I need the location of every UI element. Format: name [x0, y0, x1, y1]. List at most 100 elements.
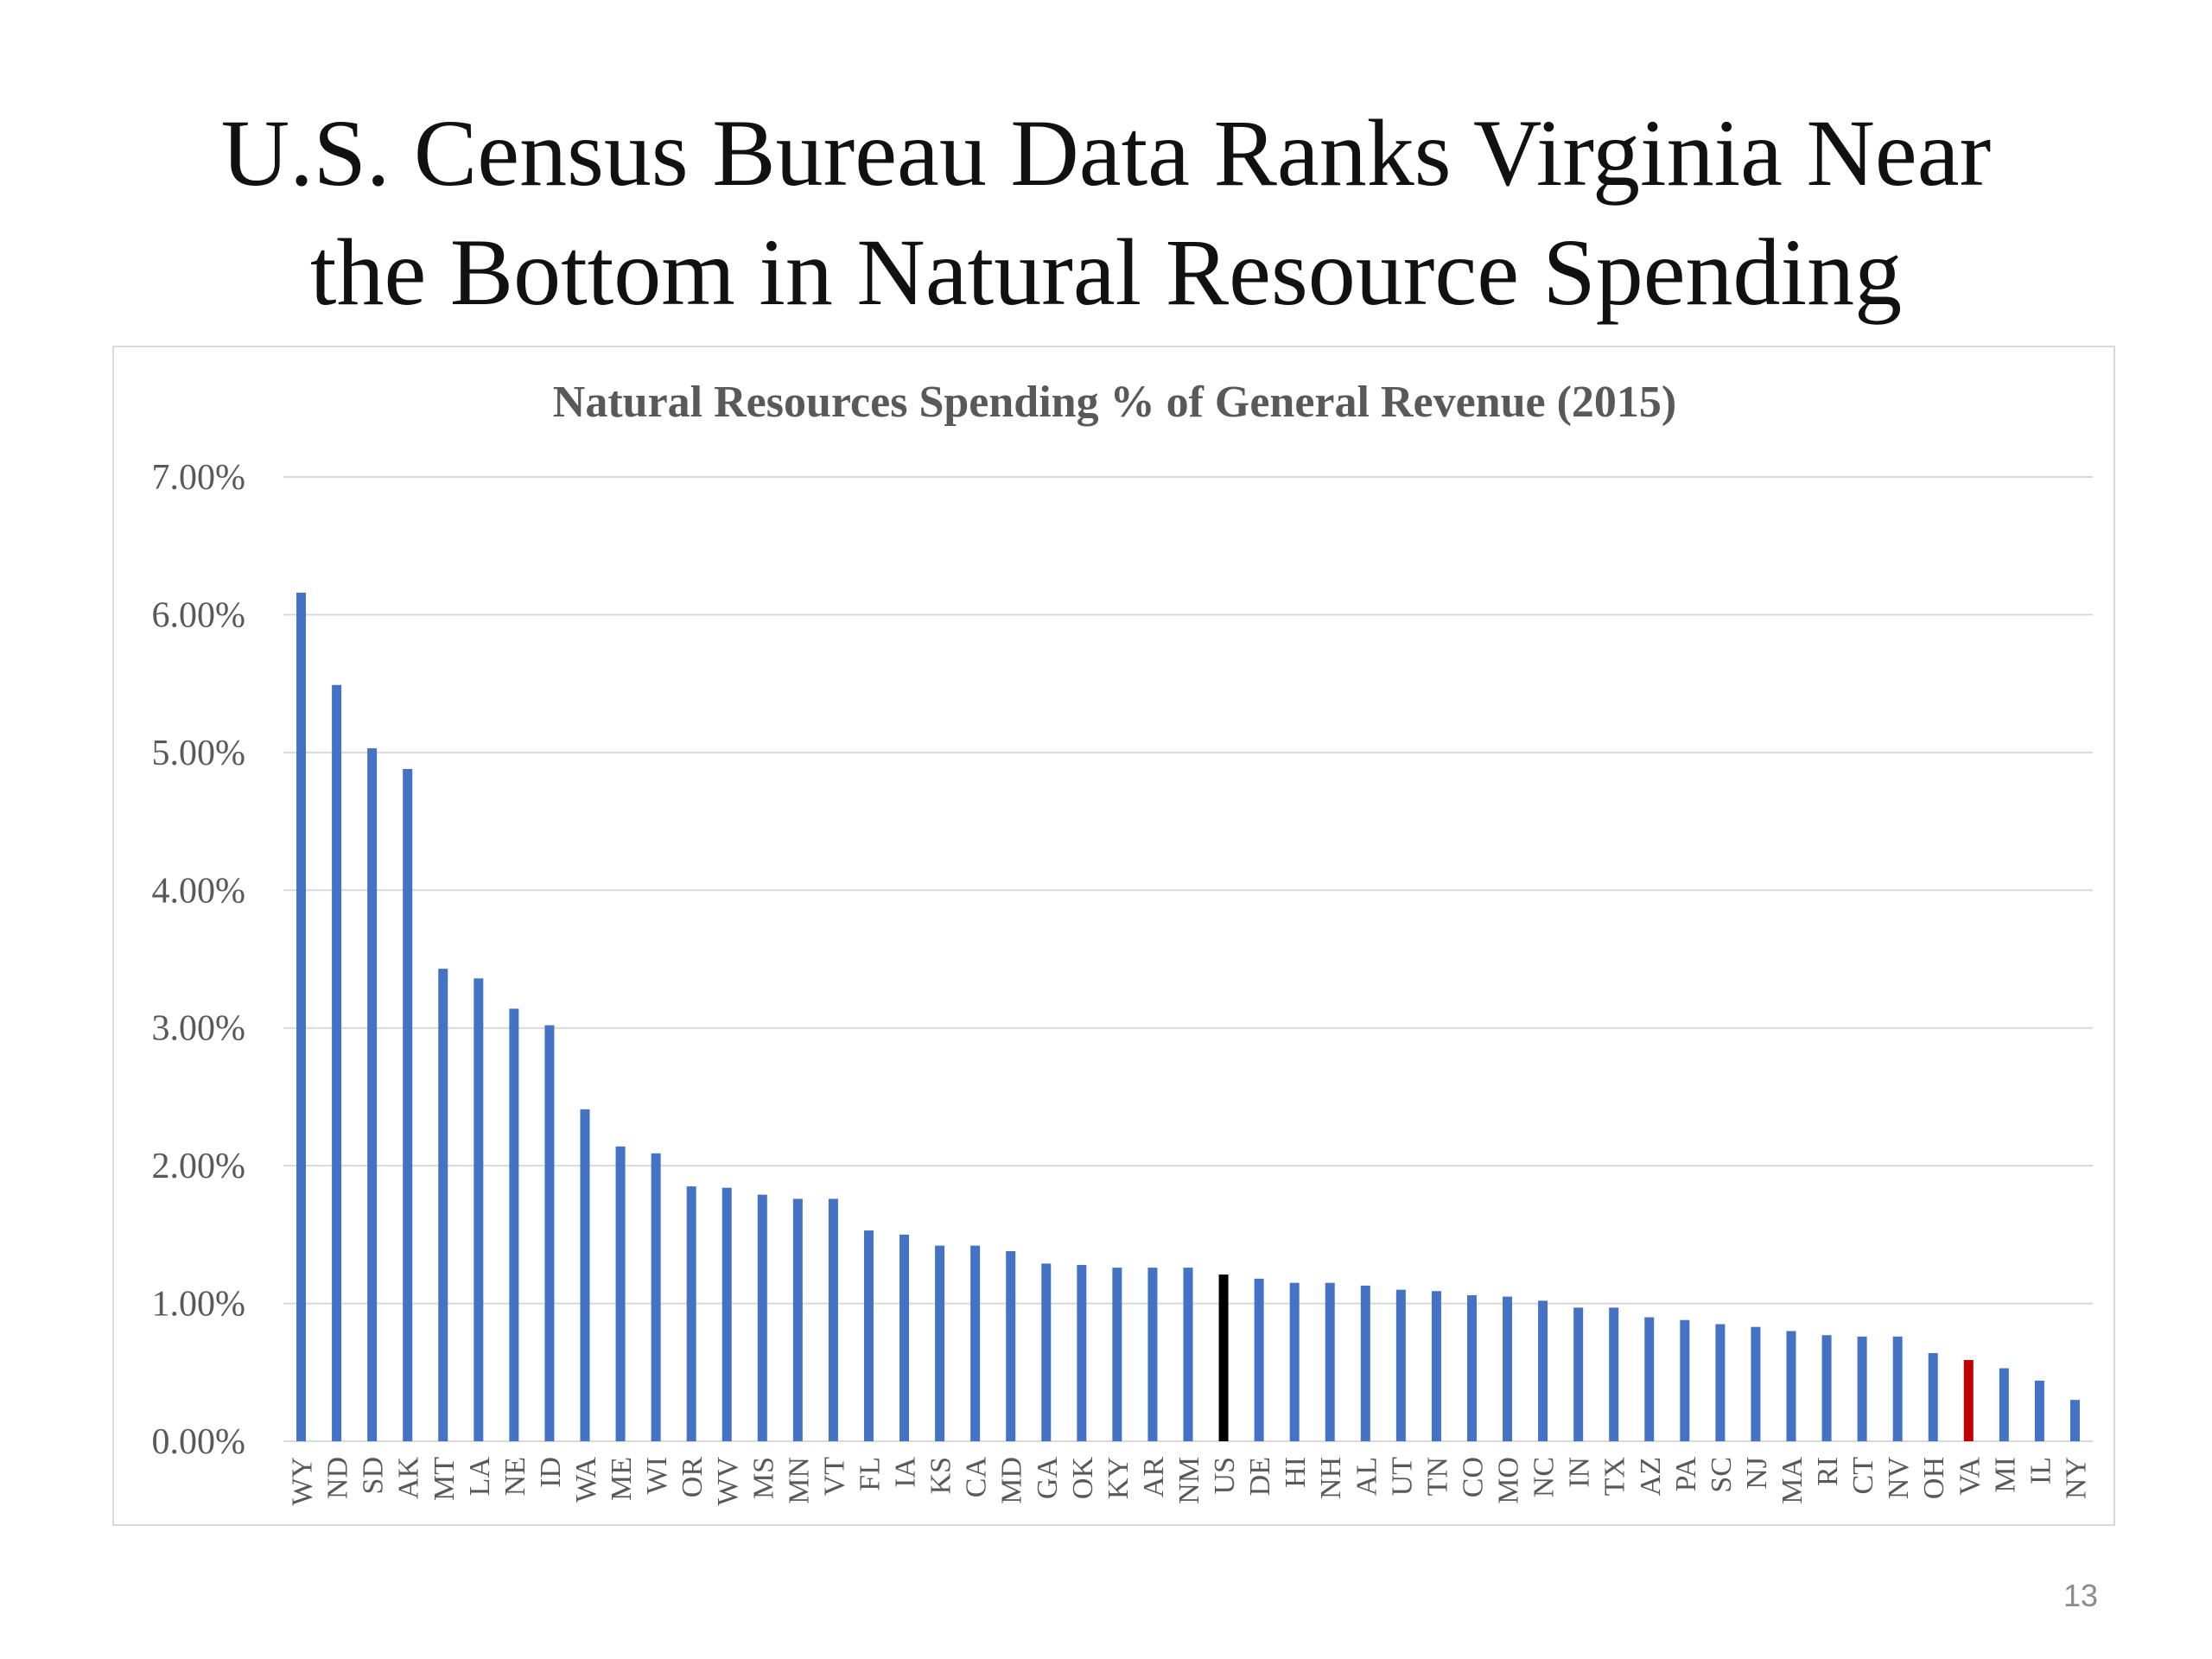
x-tick-label-fl: FL	[854, 1457, 886, 1491]
x-tick-label-nj: NJ	[1741, 1457, 1773, 1490]
bar-nh	[1325, 1282, 1335, 1441]
bar-wy	[296, 592, 307, 1441]
bar-sd	[367, 748, 378, 1441]
bar-mo	[1503, 1296, 1513, 1441]
x-tick-label-or: OR	[677, 1457, 709, 1498]
slide-title-line-2: the Bottom in Natural Resource Spending	[309, 219, 1903, 325]
x-tick-label-az: AZ	[1635, 1457, 1667, 1496]
bar-ia	[899, 1234, 910, 1441]
y-axis-tick-labels: 0.00% 1.00% 2.00% 3.00% 4.00% 5.00% 6.00% 7.00%	[152, 458, 246, 1462]
y-tick-label: 4.00%	[152, 871, 246, 911]
bar-va	[1963, 1359, 1974, 1441]
chart-frame: Natural Resources Spending % of General …	[112, 346, 2115, 1526]
bar-ar	[1147, 1268, 1158, 1441]
x-tick-label-va: VA	[1954, 1457, 1986, 1496]
bar-sc	[1715, 1324, 1726, 1441]
bar-co	[1466, 1295, 1477, 1441]
bar-hi	[1289, 1282, 1300, 1441]
x-tick-label-wa: WA	[570, 1457, 602, 1503]
slide-title-line-1: U.S. Census Bureau Data Ranks Virginia N…	[220, 100, 1992, 206]
x-tick-label-ny: NY	[2060, 1457, 2092, 1499]
y-tick-label: 0.00%	[152, 1422, 246, 1462]
y-tick-label: 6.00%	[152, 595, 246, 635]
bar-nc	[1538, 1300, 1548, 1441]
x-tick-label-ok: OK	[1067, 1457, 1099, 1500]
x-tick-label-il: IL	[2024, 1457, 2056, 1484]
x-tick-label-wy: WY	[287, 1457, 319, 1506]
x-tick-label-us: US	[1209, 1457, 1241, 1494]
x-tick-label-id: ID	[535, 1457, 567, 1488]
x-tick-label-me: ME	[606, 1457, 638, 1501]
bar-nd	[332, 684, 342, 1441]
x-axis-tick-labels: WY ND SD AK MT LA NE ID WA ME WI OR WV MS MN VT FL IA KS CA…	[287, 1457, 2093, 1506]
x-tick-label-ks: KS	[925, 1457, 957, 1494]
bar-fl	[863, 1230, 874, 1441]
bar-wv	[721, 1187, 732, 1441]
bar-de	[1254, 1278, 1264, 1441]
x-tick-label-mn: MN	[783, 1457, 815, 1504]
slide-title: U.S. Census Bureau Data Ranks Virginia N…	[0, 93, 2212, 332]
x-tick-label-nd: ND	[322, 1457, 354, 1499]
x-tick-label-hi: HI	[1280, 1457, 1312, 1488]
x-tick-label-wv: WV	[712, 1457, 744, 1506]
x-tick-label-pa: PA	[1670, 1457, 1702, 1492]
bar-ny	[2069, 1400, 2080, 1441]
x-tick-label-ms: MS	[747, 1457, 779, 1499]
x-tick-label-co: CO	[1457, 1457, 1489, 1497]
bar-ct	[1857, 1336, 1867, 1441]
bar-nm	[1183, 1268, 1193, 1441]
bar-in	[1573, 1307, 1584, 1441]
x-tick-label-tn: TN	[1421, 1457, 1453, 1496]
x-tick-label-mo: MO	[1493, 1457, 1525, 1504]
bar-nv	[1892, 1336, 1903, 1441]
bar-wa	[580, 1109, 590, 1441]
bar-mi	[1999, 1368, 2009, 1441]
x-tick-label-in: IN	[1564, 1457, 1596, 1488]
x-tick-label-nm: NM	[1173, 1457, 1205, 1504]
bar-ak	[403, 768, 413, 1441]
x-tick-label-tx: TX	[1599, 1457, 1631, 1496]
x-tick-label-la: LA	[464, 1457, 496, 1497]
bar-nj	[1751, 1326, 1761, 1441]
x-tick-label-de: DE	[1244, 1457, 1276, 1496]
bar-ri	[1821, 1335, 1832, 1441]
x-tick-label-md: MD	[996, 1457, 1028, 1504]
y-tick-label: 7.00%	[152, 458, 246, 498]
bar-ut	[1395, 1289, 1406, 1441]
bar-ok	[1077, 1264, 1087, 1441]
x-tick-label-ct: CT	[1847, 1457, 1879, 1495]
x-tick-label-al: AL	[1351, 1457, 1382, 1496]
x-tick-label-nv: NV	[1883, 1457, 1915, 1500]
x-tick-label-ak: AK	[393, 1457, 425, 1500]
x-tick-label-nc: NC	[1529, 1457, 1560, 1497]
bar-ms	[757, 1194, 767, 1441]
y-tick-label: 2.00%	[152, 1147, 246, 1186]
bar-tn	[1431, 1291, 1441, 1441]
bar-al	[1360, 1285, 1370, 1441]
bar-ca	[970, 1245, 981, 1441]
y-tick-label: 1.00%	[152, 1285, 246, 1325]
x-tick-label-mi: MI	[1989, 1457, 2021, 1493]
bar-ky	[1112, 1268, 1122, 1441]
x-tick-label-vt: VT	[818, 1457, 850, 1497]
x-tick-label-sd: SD	[358, 1457, 390, 1494]
bar-or	[686, 1186, 696, 1441]
x-tick-label-sc: SC	[1706, 1457, 1738, 1493]
x-tick-label-ma: MA	[1777, 1457, 1808, 1504]
chart-title: Natural Resources Spending % of General …	[553, 378, 1676, 427]
x-tick-label-ky: KY	[1103, 1457, 1135, 1499]
x-tick-label-ut: UT	[1386, 1457, 1418, 1497]
page-number: 13	[2063, 1578, 2098, 1613]
x-tick-label-ia: IA	[890, 1457, 922, 1488]
bar-ma	[1786, 1331, 1796, 1441]
bar-oh	[1928, 1352, 1938, 1441]
x-tick-label-ga: GA	[1032, 1457, 1064, 1500]
bar-az	[1644, 1317, 1655, 1441]
bar-vt	[828, 1198, 838, 1441]
bar-ga	[1041, 1263, 1052, 1441]
bar-mt	[438, 969, 448, 1441]
bar-wi	[651, 1153, 661, 1441]
bar-tx	[1609, 1307, 1619, 1441]
x-tick-label-mt: MT	[429, 1457, 461, 1501]
x-tick-label-ca: CA	[961, 1457, 993, 1498]
